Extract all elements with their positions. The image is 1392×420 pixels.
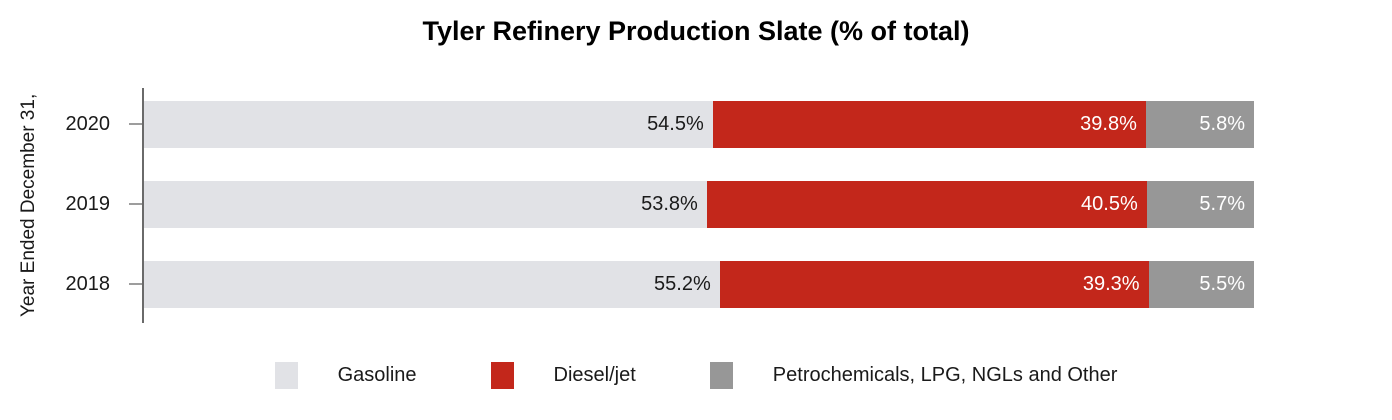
legend-swatch-diesel-jet: [490, 361, 514, 389]
value-label: 5.7%: [1199, 193, 1245, 215]
bar-segment-gasoline: 55.2%: [144, 261, 720, 308]
value-label: 39.3%: [1082, 273, 1140, 295]
y-axis-tick: [129, 123, 142, 125]
bar-segment-gasoline: 54.5%: [144, 101, 713, 148]
y-axis-tick: [129, 283, 142, 285]
bar-row-segments: 54.5% 39.8% 5.8%: [144, 101, 1254, 148]
category-label-2020: 2020: [65, 113, 111, 135]
bar-segment-petrochemicals-lpg-ngls-and-other: 5.8%: [1145, 101, 1254, 148]
value-label: 55.2%: [654, 273, 711, 295]
category-label-2019: 2019: [65, 193, 111, 215]
value-label: 39.8%: [1080, 113, 1137, 135]
value-label: 5.5%: [1199, 273, 1245, 295]
bar-row-2018: 2018 55.2% 39.3% 5.5%: [66, 261, 1254, 308]
bar-row-segments: 55.2% 39.3% 5.5%: [144, 261, 1254, 308]
value-label: 54.5%: [647, 113, 704, 135]
value-label: 40.5%: [1081, 193, 1138, 215]
category-label-2018: 2018: [65, 273, 111, 295]
legend-item-diesel-jet: Diesel/jet: [490, 361, 636, 389]
bar-segment-gasoline: 53.8%: [144, 181, 707, 228]
bar-segment-diesel-jet: 39.8%: [712, 101, 1146, 148]
y-axis-line: [142, 88, 144, 323]
bar-segment-petrochemicals-lpg-ngls-and-other: 5.5%: [1148, 261, 1254, 308]
bar-row-2019: 2019 53.8% 40.5% 5.7%: [66, 181, 1254, 228]
bar-row-segments: 53.8% 40.5% 5.7%: [144, 181, 1254, 228]
y-axis-tick: [129, 203, 142, 205]
legend-swatch-petrochemicals-lpg-ngls-and-other: [709, 361, 733, 389]
legend-swatch-gasoline: [274, 361, 298, 389]
legend-label-diesel-jet: Diesel/jet: [553, 363, 636, 386]
chart-title: Tyler Refinery Production Slate (% of to…: [422, 16, 970, 46]
bar-segment-petrochemicals-lpg-ngls-and-other: 5.7%: [1146, 181, 1254, 228]
legend-item-petrochemicals-lpg-ngls-and-other: Petrochemicals, LPG, NGLs and Other: [709, 361, 1118, 389]
bar-rows-container: 2020 54.5% 39.8% 5.8% 2019 53.8% 40.5% 5.7% 2018…: [66, 101, 1254, 341]
legend-label-gasoline: Gasoline: [337, 363, 417, 386]
value-label: 53.8%: [641, 193, 698, 215]
legend: Gasoline Diesel/jet Petrochemicals, LPG, N…: [0, 352, 1392, 398]
value-label: 5.8%: [1199, 113, 1245, 135]
bar-segment-diesel-jet: 39.3%: [719, 261, 1149, 308]
legend-item-gasoline: Gasoline: [274, 361, 417, 389]
bar-segment-diesel-jet: 40.5%: [706, 181, 1147, 228]
bar-row-2020: 2020 54.5% 39.8% 5.8%: [66, 101, 1254, 148]
legend-label-petrochemicals-lpg-ngls-and-other: Petrochemicals, LPG, NGLs and Other: [772, 363, 1118, 386]
